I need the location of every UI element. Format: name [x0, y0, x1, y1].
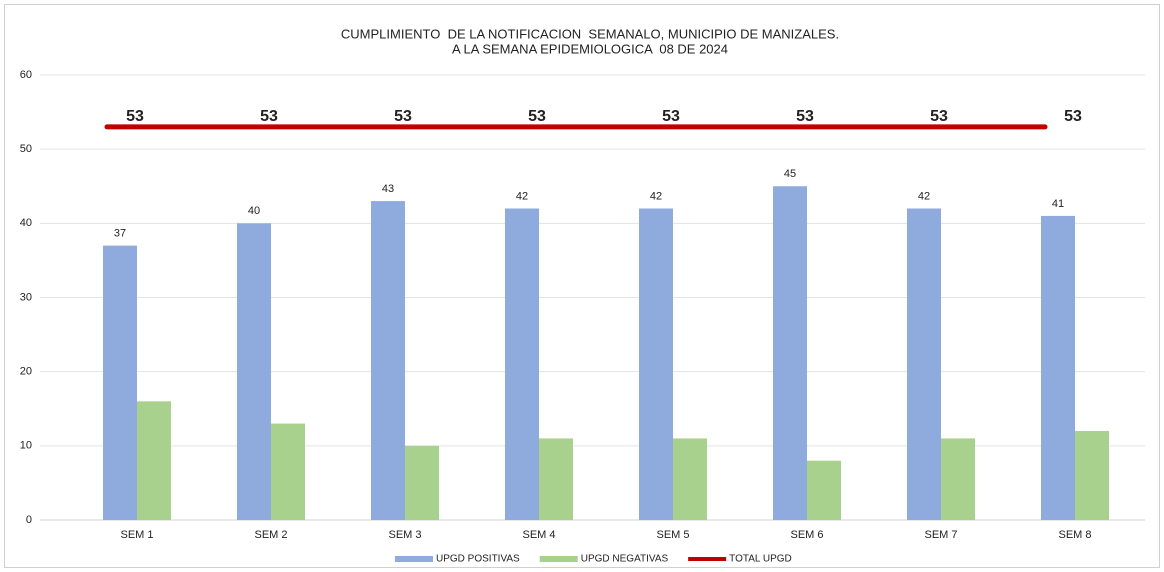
- x-tick-label: SEM 7: [924, 529, 957, 541]
- data-label: 42: [650, 190, 662, 202]
- y-tick-label: 50: [20, 143, 32, 155]
- legend-swatch: [395, 556, 433, 562]
- bar: [1075, 431, 1109, 520]
- data-label: 53: [1064, 108, 1082, 125]
- bar: [237, 223, 271, 521]
- x-tick-label: SEM 1: [120, 529, 153, 541]
- bar: [673, 438, 707, 520]
- x-tick-label: SEM 5: [656, 529, 689, 541]
- y-tick-label: 30: [20, 291, 32, 303]
- data-label: 43: [382, 183, 394, 195]
- bar: [505, 208, 539, 520]
- data-label: 53: [260, 108, 278, 125]
- bar: [103, 245, 137, 521]
- data-label: 53: [796, 108, 814, 125]
- bar: [907, 208, 941, 520]
- data-label: 53: [394, 108, 412, 125]
- bar: [137, 401, 171, 520]
- y-tick-label: 0: [26, 514, 32, 526]
- bar: [371, 201, 405, 521]
- x-tick-label: SEM 8: [1058, 529, 1091, 541]
- x-tick-label: SEM 3: [388, 529, 421, 541]
- chart-border: [4, 4, 1160, 568]
- data-label: 53: [528, 108, 546, 125]
- bar: [639, 208, 673, 520]
- legend-label: UPGD NEGATIVAS: [581, 554, 669, 565]
- data-label: 45: [784, 168, 796, 180]
- x-tick-label: SEM 2: [254, 529, 287, 541]
- data-label: 53: [662, 108, 680, 125]
- legend-label: UPGD POSITIVAS: [436, 554, 520, 565]
- y-tick-label: 60: [20, 69, 32, 81]
- data-label: 41: [1052, 198, 1064, 210]
- legend-swatch: [539, 556, 578, 562]
- bar: [1041, 215, 1075, 520]
- data-label: 42: [516, 190, 528, 202]
- y-tick-label: 40: [20, 217, 32, 229]
- bar: [807, 460, 841, 520]
- legend-label: TOTAL UPGD: [729, 554, 792, 565]
- data-label: 37: [114, 227, 126, 239]
- bar: [539, 438, 573, 520]
- bar: [941, 438, 975, 520]
- y-tick-label: 10: [20, 440, 32, 452]
- bar: [271, 423, 305, 520]
- y-tick-label: 20: [20, 366, 32, 378]
- x-tick-label: SEM 6: [790, 529, 823, 541]
- x-tick-label: SEM 4: [522, 529, 555, 541]
- data-label: 53: [126, 108, 144, 125]
- bar: [773, 186, 807, 520]
- bar: [405, 445, 439, 520]
- data-label: 53: [930, 108, 948, 125]
- data-label: 40: [248, 205, 260, 217]
- data-label: 42: [918, 190, 930, 202]
- chart-title: CUMPLIMIENTO DE LA NOTIFICACION SEMANALO…: [341, 26, 839, 41]
- chart-subtitle: A LA SEMANA EPIDEMIOLOGICA 08 DE 2024: [452, 41, 728, 56]
